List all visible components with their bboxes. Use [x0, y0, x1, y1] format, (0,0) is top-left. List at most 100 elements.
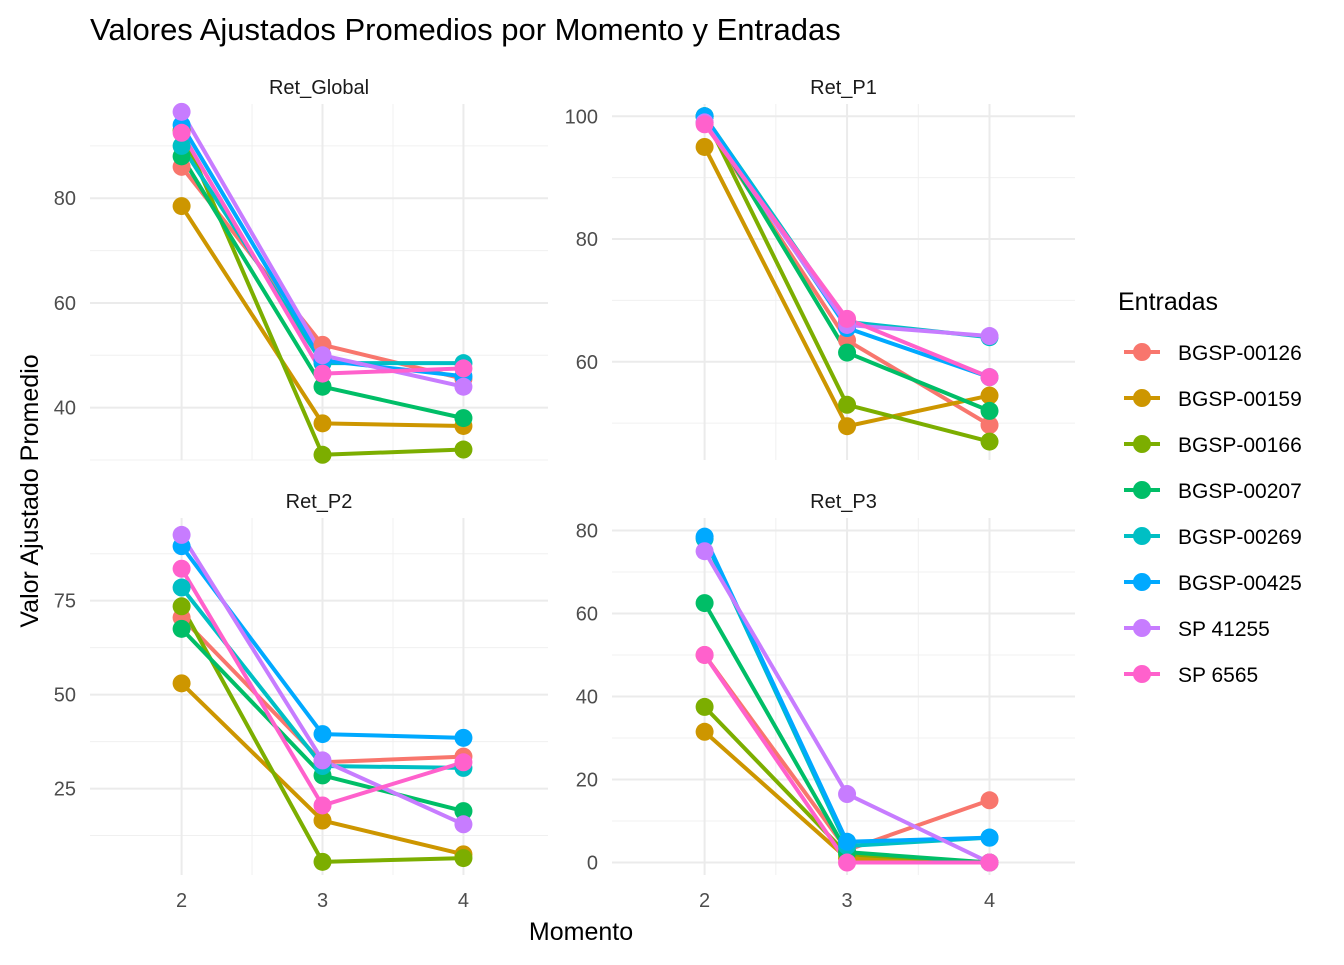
facet-panel-ret-p1: Ret_P1 60 80 100: [565, 77, 1075, 460]
legend-label: BGSP-00269: [1178, 526, 1302, 549]
legend-key-point: [1133, 435, 1151, 453]
data-point-bgsp-00269: [172, 578, 191, 597]
x-tick-label: 4: [984, 890, 995, 912]
facet-title: Ret_P1: [810, 77, 877, 99]
data-point-sp-6565: [172, 559, 191, 578]
legend-item-bgsp-00269: BGSP-00269: [1124, 526, 1302, 549]
data-point-sp-41255: [695, 542, 714, 561]
legend-item-bgsp-00126: BGSP-00126: [1124, 342, 1302, 365]
legend-item-sp-6565: SP 6565: [1124, 664, 1258, 687]
data-point-bgsp-00207: [838, 343, 857, 362]
data-point-bgsp-00159: [172, 197, 191, 216]
y-tick-label: 60: [576, 603, 598, 625]
y-tick-label: 40: [576, 687, 598, 709]
legend-item-bgsp-00166: BGSP-00166: [1124, 434, 1302, 457]
y-tick-label: 75: [54, 591, 76, 613]
data-point-bgsp-00166: [313, 852, 332, 871]
data-point-bgsp-00207: [454, 802, 473, 821]
data-point-bgsp-00166: [454, 849, 473, 868]
legend-label: BGSP-00166: [1178, 434, 1302, 457]
x-tick-label: 2: [176, 890, 187, 912]
data-point-sp-41255: [454, 815, 473, 834]
x-tick-label: 3: [841, 890, 852, 912]
facet-panel-ret-global: Ret_Global 40 60 80: [54, 77, 548, 464]
x-axis-label: Momento: [529, 918, 633, 946]
data-point-sp-6565: [838, 853, 857, 872]
data-point-sp-6565: [695, 645, 714, 664]
data-point-sp-6565: [454, 753, 473, 772]
facet-title: Ret_Global: [269, 77, 369, 99]
data-point-sp-6565: [172, 123, 191, 142]
y-tick-label: 100: [565, 106, 598, 128]
data-point-sp-6565: [695, 115, 714, 134]
data-point-bgsp-00425: [838, 832, 857, 851]
legend-key-point: [1133, 527, 1151, 545]
data-point-sp-41255: [454, 377, 473, 396]
facet-title: Ret_P3: [810, 491, 877, 513]
y-tick-label: 40: [54, 398, 76, 420]
data-point-bgsp-00425: [695, 527, 714, 546]
legend: Entradas BGSP-00126 BGSP-00159 BGSP-00166 B…: [1118, 288, 1302, 687]
legend-label: BGSP-00425: [1178, 572, 1302, 595]
legend-label: SP 41255: [1178, 618, 1270, 641]
data-point-bgsp-00159: [172, 674, 191, 693]
data-point-bgsp-00159: [980, 386, 999, 405]
facet-panel-ret-p3: Ret_P3 0 20 40 60 80 2 3 4: [576, 491, 1075, 912]
data-point-bgsp-00207: [695, 594, 714, 613]
y-tick-label: 20: [576, 770, 598, 792]
x-tick-label: 4: [458, 890, 469, 912]
y-tick-label: 80: [576, 229, 598, 251]
y-axis-label: Valor Ajustado Promedio: [16, 354, 44, 627]
data-point-sp-6565: [980, 368, 999, 387]
legend-label: BGSP-00207: [1178, 480, 1302, 503]
legend-label: SP 6565: [1178, 664, 1258, 687]
legend-key-point: [1133, 481, 1151, 499]
data-point-bgsp-00207: [980, 401, 999, 420]
facet-panel-ret-p2: Ret_P2 25 50 75 2 3 4: [54, 491, 548, 912]
y-tick-label: 80: [54, 188, 76, 210]
data-point-bgsp-00159: [313, 811, 332, 830]
data-point-sp-41255: [980, 327, 999, 346]
data-point-bgsp-00425: [313, 725, 332, 744]
data-point-bgsp-00159: [838, 417, 857, 436]
legend-title: Entradas: [1118, 288, 1218, 316]
data-point-sp-41255: [313, 346, 332, 365]
legend-key-point: [1133, 389, 1151, 407]
data-point-bgsp-00166: [454, 440, 473, 459]
legend-item-bgsp-00159: BGSP-00159: [1124, 388, 1302, 411]
data-point-bgsp-00166: [313, 445, 332, 464]
x-tick-label: 3: [317, 890, 328, 912]
y-tick-label: 60: [54, 293, 76, 315]
data-point-sp-41255: [313, 751, 332, 770]
data-point-sp-6565: [313, 364, 332, 383]
data-point-bgsp-00269: [172, 136, 191, 155]
legend-key-point: [1133, 665, 1151, 683]
legend-item-bgsp-00207: BGSP-00207: [1124, 480, 1302, 503]
chart-title: Valores Ajustados Promedios por Momento …: [90, 12, 841, 47]
legend-item-sp-41255: SP 41255: [1124, 618, 1270, 641]
data-point-bgsp-00207: [313, 377, 332, 396]
y-tick-label: 50: [54, 685, 76, 707]
facet-panels: Ret_Global406080Ret_P16080100Ret_P225507…: [54, 77, 1075, 912]
data-point-bgsp-00207: [172, 619, 191, 638]
data-point-bgsp-00126: [980, 791, 999, 810]
data-point-bgsp-00159: [695, 137, 714, 156]
legend-label: BGSP-00159: [1178, 388, 1302, 411]
data-point-bgsp-00166: [838, 395, 857, 414]
y-tick-label: 25: [54, 779, 76, 801]
data-point-bgsp-00207: [454, 409, 473, 428]
x-tick-label: 2: [699, 890, 710, 912]
data-point-bgsp-00166: [695, 697, 714, 716]
legend-key-point: [1133, 573, 1151, 591]
data-point-bgsp-00425: [980, 828, 999, 847]
legend-key-point: [1133, 619, 1151, 637]
data-point-bgsp-00159: [313, 414, 332, 433]
y-tick-label: 0: [587, 853, 598, 875]
data-point-bgsp-00126: [980, 416, 999, 435]
facet-title: Ret_P2: [286, 491, 353, 513]
legend-label: BGSP-00126: [1178, 342, 1302, 365]
data-point-sp-41255: [172, 102, 191, 121]
data-point-sp-6565: [980, 853, 999, 872]
